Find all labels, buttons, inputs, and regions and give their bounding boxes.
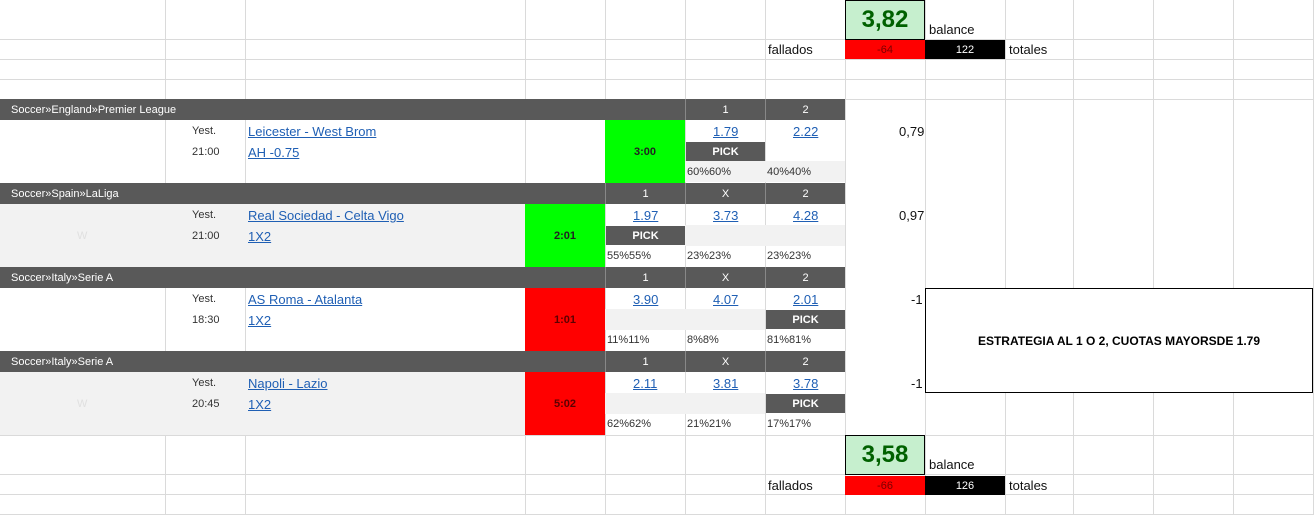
col-header: 1 — [605, 351, 685, 372]
balance-bottom-label: balance — [929, 457, 975, 472]
odd-link[interactable]: 3.78 — [793, 376, 819, 391]
pct: 55%55% — [607, 250, 652, 262]
match-teams-link[interactable]: AS Roma - Atalanta — [248, 292, 363, 307]
odd-link[interactable]: 1.79 — [713, 124, 739, 139]
market-link[interactable]: 1X2 — [248, 229, 272, 244]
col-header: 1 — [605, 267, 685, 288]
match-time: 21:00 — [192, 146, 220, 158]
balance-bottom-value: 3,58 — [845, 435, 925, 475]
col-header: X — [685, 183, 765, 204]
fallados-bottom-label: fallados — [768, 478, 813, 493]
match-time: 18:30 — [192, 314, 220, 326]
fallados-bottom-value: -66 — [845, 476, 925, 495]
col-header: X — [685, 267, 765, 288]
col-header: 2 — [765, 99, 845, 120]
league-header: Soccer»Spain»LaLiga — [0, 183, 605, 204]
score-cell: 1:01 — [525, 288, 605, 351]
match-time: 20:45 — [192, 398, 220, 410]
watermark: W — [77, 398, 88, 410]
odd-link[interactable]: 2.11 — [633, 376, 658, 391]
odd-link[interactable]: 3.81 — [713, 376, 739, 391]
col-header: X — [685, 351, 765, 372]
match-teams-link[interactable]: Leicester - West Brom — [248, 124, 377, 139]
pick-label: PICK — [686, 142, 765, 161]
result-value: 0,79 — [899, 124, 925, 139]
pct: 23%23% — [687, 250, 732, 262]
odd-link[interactable]: 1.97 — [633, 208, 659, 223]
strategy-note: ESTRATEGIA AL 1 O 2, CUOTAS MAYORSDE 1.7… — [925, 288, 1313, 393]
score-cell: 5:02 — [525, 372, 605, 435]
col-header: 2 — [765, 267, 845, 288]
pct: 62%62% — [607, 418, 652, 430]
balance-top-label: balance — [929, 22, 975, 37]
market-link[interactable]: AH -0.75 — [248, 145, 300, 160]
totales-bottom-label: totales — [1009, 478, 1048, 493]
fallados-top-label: fallados — [768, 42, 813, 57]
odd-link[interactable]: 2.22 — [793, 124, 819, 139]
result-value: -1 — [911, 376, 923, 391]
fallados-top-value: -64 — [845, 40, 925, 59]
balance-top-value: 3,82 — [845, 0, 925, 40]
match-day: Yest. — [192, 209, 217, 221]
league-header: Soccer»Italy»Serie A — [0, 267, 605, 288]
odd-link[interactable]: 4.07 — [713, 292, 739, 307]
match-teams-link[interactable]: Napoli - Lazio — [248, 376, 328, 391]
score-cell: 2:01 — [525, 204, 605, 267]
match-day: Yest. — [192, 293, 217, 305]
pct: 21%21% — [687, 418, 732, 430]
league-header: Soccer»England»Premier League — [0, 99, 685, 120]
result-value: 0,97 — [899, 208, 925, 223]
odd-link[interactable]: 4.28 — [793, 208, 819, 223]
odd-link[interactable]: 3.73 — [713, 208, 739, 223]
pct: 8%8% — [687, 334, 719, 346]
league-header: Soccer»Italy»Serie A — [0, 351, 605, 372]
pct: 11%11% — [607, 334, 650, 346]
odd-link[interactable]: 3.90 — [633, 292, 659, 307]
pct: 40%40% — [767, 166, 812, 178]
odd-link[interactable]: 2.01 — [793, 292, 819, 307]
market-link[interactable]: 1X2 — [248, 313, 272, 328]
pick-label: PICK — [766, 394, 845, 413]
pct: 81%81% — [767, 334, 812, 346]
col-header: 2 — [765, 183, 845, 204]
col-header: 1 — [605, 183, 685, 204]
col-header: 2 — [765, 351, 845, 372]
pct: 60%60% — [687, 166, 732, 178]
totales-top-value: 122 — [925, 40, 1005, 59]
market-link[interactable]: 1X2 — [248, 397, 272, 412]
totales-top-label: totales — [1009, 42, 1048, 57]
match-day: Yest. — [192, 125, 217, 137]
pct: 17%17% — [767, 418, 812, 430]
totales-bottom-value: 126 — [925, 476, 1005, 495]
match-day: Yest. — [192, 377, 217, 389]
col-header: 1 — [685, 99, 765, 120]
match-teams-link[interactable]: Real Sociedad - Celta Vigo — [248, 208, 404, 223]
match-time: 21:00 — [192, 230, 220, 242]
result-value: -1 — [911, 292, 923, 307]
pick-label: PICK — [766, 310, 845, 329]
pick-label: PICK — [606, 226, 685, 245]
watermark: W — [77, 230, 88, 242]
score-cell: 3:00 — [605, 120, 685, 183]
pct: 23%23% — [767, 250, 812, 262]
